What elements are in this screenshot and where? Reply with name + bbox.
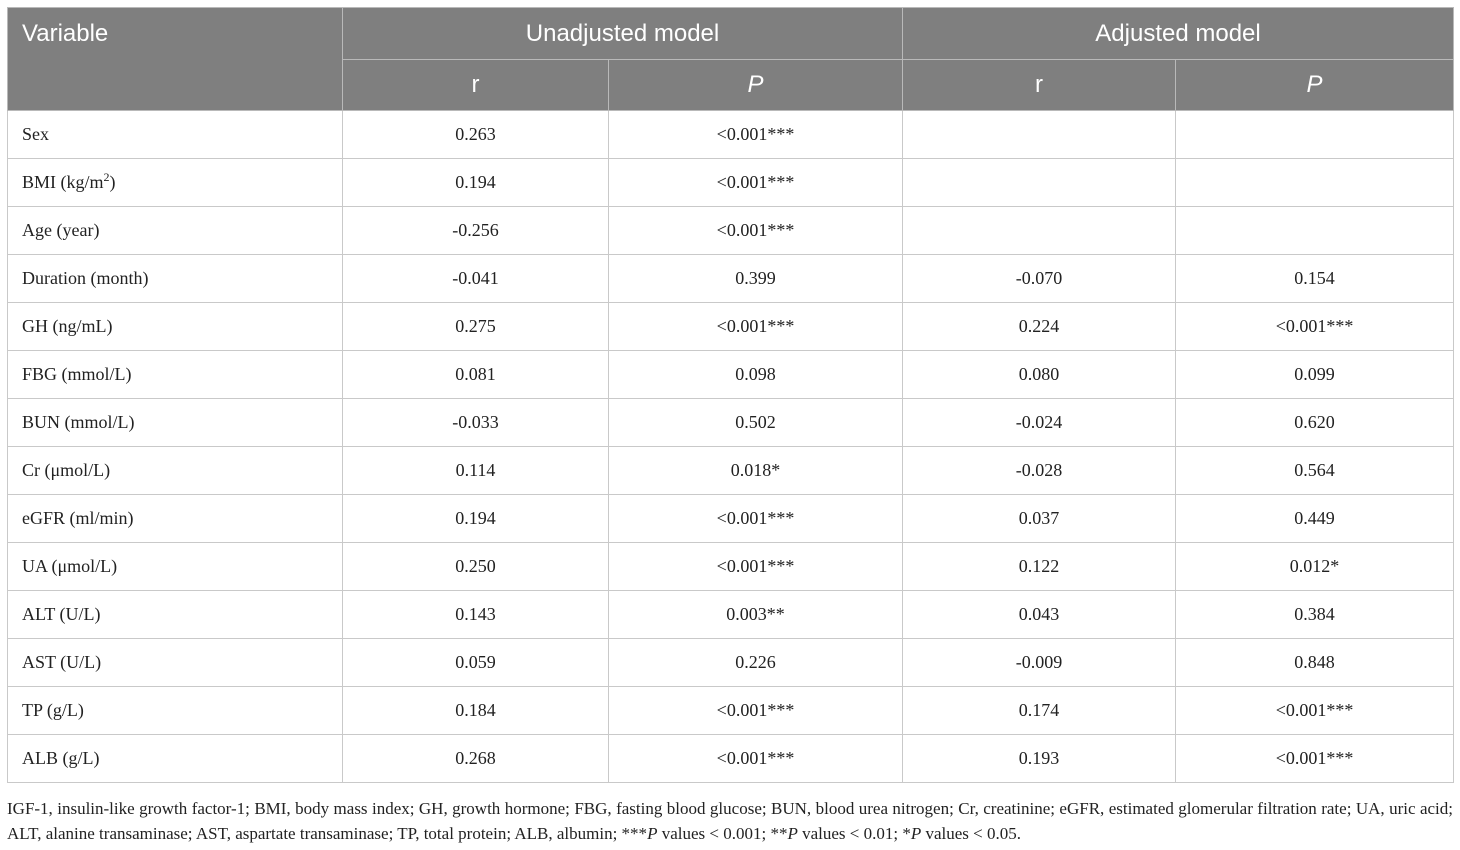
cell-unadjusted-r: 0.268	[342, 734, 609, 783]
table-body: Sex 0.263 <0.001*** BMI (kg/m2) 0.194 <0…	[7, 110, 1455, 783]
cell-unadjusted-p: 0.018*	[607, 446, 904, 495]
cell-variable: AST (U/L)	[7, 638, 343, 687]
cell-variable: BUN (mmol/L)	[7, 398, 343, 447]
table-row: ALB (g/L) 0.268 <0.001*** 0.193 <0.001**…	[7, 734, 1455, 783]
cell-adjusted-r: 0.224	[902, 302, 1177, 351]
table-row: GH (ng/mL) 0.275 <0.001*** 0.224 <0.001*…	[7, 302, 1455, 351]
cell-unadjusted-p: <0.001***	[607, 734, 904, 783]
cell-adjusted-p	[1175, 158, 1455, 207]
cell-variable: BMI (kg/m2)	[7, 158, 343, 207]
cell-variable: UA (μmol/L)	[7, 542, 343, 591]
table-row: AST (U/L) 0.059 0.226 -0.009 0.848	[7, 638, 1455, 687]
cell-unadjusted-p: <0.001***	[607, 206, 904, 255]
cell-adjusted-r: 0.193	[902, 734, 1177, 783]
cell-variable: FBG (mmol/L)	[7, 350, 343, 399]
table-row: FBG (mmol/L) 0.081 0.098 0.080 0.099	[7, 350, 1455, 399]
cell-adjusted-r: -0.009	[902, 638, 1177, 687]
superscript: 2	[103, 170, 110, 184]
cell-unadjusted-p: 0.502	[607, 398, 904, 447]
cell-variable: TP (g/L)	[7, 686, 343, 735]
cell-adjusted-r: 0.122	[902, 542, 1177, 591]
header-adjusted-p: P	[1175, 59, 1455, 111]
table-row: ALT (U/L) 0.143 0.003** 0.043 0.384	[7, 590, 1455, 639]
cell-unadjusted-r: 0.143	[342, 590, 609, 639]
table-row: UA (μmol/L) 0.250 <0.001*** 0.122 0.012*	[7, 542, 1455, 591]
cell-adjusted-p: 0.620	[1175, 398, 1455, 447]
header-unadjusted-model: Unadjusted model	[341, 7, 904, 60]
table-footnote: IGF-1, insulin-like growth factor-1; BMI…	[7, 799, 1453, 843]
table-row: BUN (mmol/L) -0.033 0.502 -0.024 0.620	[7, 398, 1455, 447]
table-row: Age (year) -0.256 <0.001***	[7, 206, 1455, 255]
cell-variable: ALB (g/L)	[7, 734, 343, 783]
cell-unadjusted-p: <0.001***	[607, 494, 904, 543]
cell-unadjusted-r: -0.041	[342, 254, 609, 303]
cell-unadjusted-p: <0.001***	[607, 110, 904, 159]
cell-adjusted-p: <0.001***	[1175, 686, 1455, 735]
cell-unadjusted-r: -0.256	[342, 206, 609, 255]
cell-adjusted-r: -0.024	[902, 398, 1177, 447]
correlation-table: Variable Unadjusted model Adjusted model…	[7, 7, 1455, 783]
cell-adjusted-r: -0.028	[902, 446, 1177, 495]
cell-unadjusted-p: 0.003**	[607, 590, 904, 639]
cell-unadjusted-r: 0.081	[342, 350, 609, 399]
cell-unadjusted-r: 0.194	[342, 158, 609, 207]
header-variable: Variable	[7, 7, 343, 111]
cell-unadjusted-p: <0.001***	[607, 302, 904, 351]
cell-unadjusted-r: 0.059	[342, 638, 609, 687]
cell-unadjusted-r: 0.184	[342, 686, 609, 735]
cell-adjusted-r	[902, 158, 1177, 207]
cell-variable: Sex	[7, 110, 343, 159]
cell-unadjusted-r: 0.275	[342, 302, 609, 351]
cell-adjusted-r: 0.037	[902, 494, 1177, 543]
table-row: BMI (kg/m2) 0.194 <0.001***	[7, 158, 1455, 207]
table-row: eGFR (ml/min) 0.194 <0.001*** 0.037 0.44…	[7, 494, 1455, 543]
cell-adjusted-r: 0.174	[902, 686, 1177, 735]
correlation-table-container: Variable Unadjusted model Adjusted model…	[7, 7, 1455, 783]
table-row: Duration (month) -0.041 0.399 -0.070 0.1…	[7, 254, 1455, 303]
cell-variable: Duration (month)	[7, 254, 343, 303]
cell-variable: Age (year)	[7, 206, 343, 255]
header-adjusted-model: Adjusted model	[902, 7, 1455, 60]
cell-unadjusted-p: <0.001***	[607, 686, 904, 735]
cell-adjusted-r: 0.043	[902, 590, 1177, 639]
cell-unadjusted-p: 0.098	[607, 350, 904, 399]
table-row: Cr (μmol/L) 0.114 0.018* -0.028 0.564	[7, 446, 1455, 495]
cell-unadjusted-p: <0.001***	[607, 158, 904, 207]
cell-adjusted-p: 0.449	[1175, 494, 1455, 543]
cell-adjusted-p: 0.384	[1175, 590, 1455, 639]
cell-adjusted-r: 0.080	[902, 350, 1177, 399]
header-unadjusted-p: P	[607, 59, 904, 111]
cell-unadjusted-r: 0.250	[342, 542, 609, 591]
cell-adjusted-r	[902, 206, 1177, 255]
cell-adjusted-r	[902, 110, 1177, 159]
cell-adjusted-p: 0.564	[1175, 446, 1455, 495]
cell-unadjusted-r: 0.114	[342, 446, 609, 495]
header-unadjusted-r: r	[342, 59, 609, 111]
cell-adjusted-r: -0.070	[902, 254, 1177, 303]
cell-adjusted-p: <0.001***	[1175, 302, 1455, 351]
cell-adjusted-p	[1175, 206, 1455, 255]
cell-unadjusted-p: 0.399	[607, 254, 904, 303]
cell-adjusted-p: 0.099	[1175, 350, 1455, 399]
table-header: Variable Unadjusted model Adjusted model…	[7, 7, 1455, 111]
cell-variable: ALT (U/L)	[7, 590, 343, 639]
cell-adjusted-p: 0.154	[1175, 254, 1455, 303]
table-row: TP (g/L) 0.184 <0.001*** 0.174 <0.001***	[7, 686, 1455, 735]
cell-adjusted-p: 0.848	[1175, 638, 1455, 687]
cell-variable: eGFR (ml/min)	[7, 494, 343, 543]
cell-unadjusted-p: <0.001***	[607, 542, 904, 591]
cell-unadjusted-r: 0.194	[342, 494, 609, 543]
cell-adjusted-p: 0.012*	[1175, 542, 1455, 591]
table-row: Sex 0.263 <0.001***	[7, 110, 1455, 159]
cell-variable: Cr (μmol/L)	[7, 446, 343, 495]
header-adjusted-r: r	[902, 59, 1177, 111]
cell-adjusted-p: <0.001***	[1175, 734, 1455, 783]
cell-unadjusted-r: -0.033	[342, 398, 609, 447]
cell-unadjusted-r: 0.263	[342, 110, 609, 159]
cell-variable: GH (ng/mL)	[7, 302, 343, 351]
cell-unadjusted-p: 0.226	[607, 638, 904, 687]
cell-adjusted-p	[1175, 110, 1455, 159]
